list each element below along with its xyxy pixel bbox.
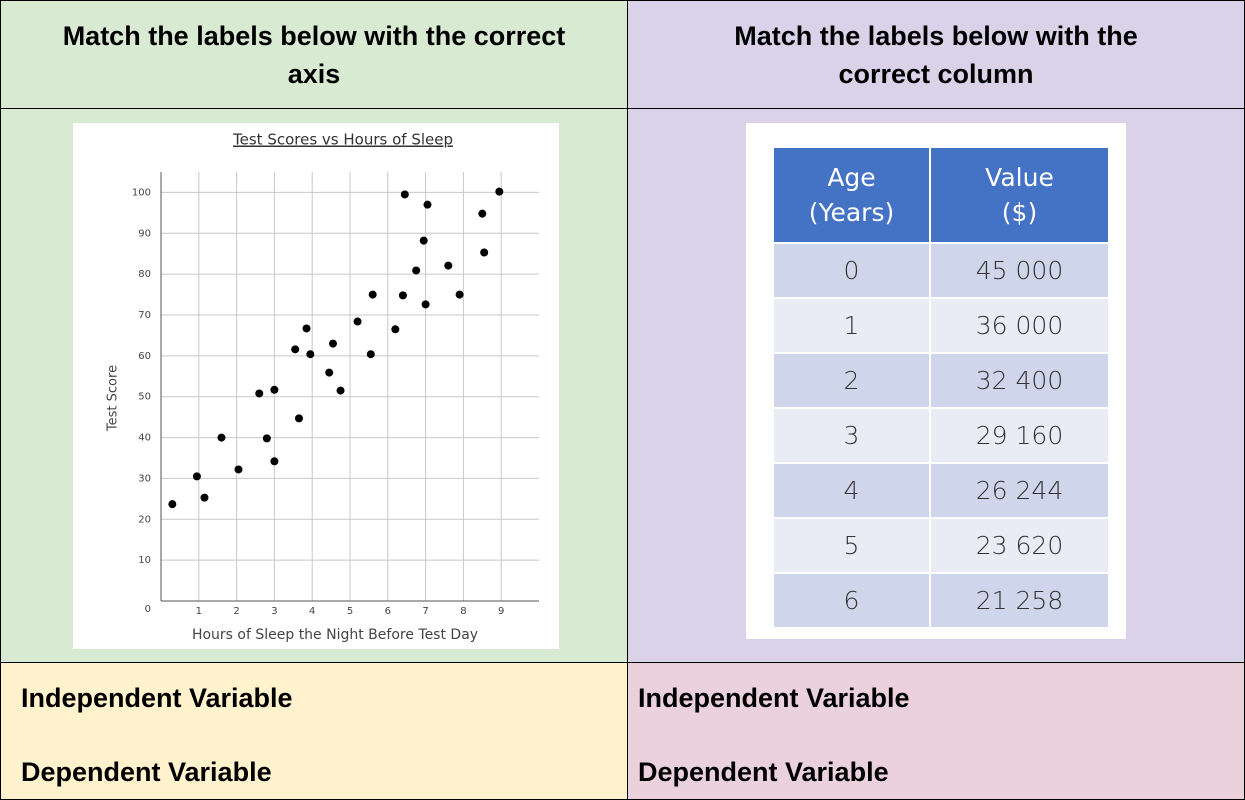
point xyxy=(193,472,201,480)
point xyxy=(295,414,303,422)
header-line: (Years) xyxy=(775,195,928,230)
point xyxy=(263,434,271,442)
point xyxy=(391,325,399,333)
table-cell: 45 000 xyxy=(930,243,1109,298)
page: Match the labels below with the correct … xyxy=(0,0,1245,800)
point xyxy=(337,387,345,395)
y-axis-label: Test Score xyxy=(106,365,121,432)
left-heading: Match the labels below with the correct … xyxy=(0,0,628,109)
point xyxy=(255,389,263,397)
x-tick-label: 3 xyxy=(271,606,277,617)
point xyxy=(291,345,299,353)
table-cell: 4 xyxy=(774,463,930,518)
point xyxy=(495,188,503,196)
y-tick-label: 60 xyxy=(138,351,151,362)
x-axis-label: Hours of Sleep the Night Before Test Day xyxy=(192,627,478,643)
point xyxy=(444,262,452,270)
point xyxy=(456,291,464,299)
x-tick-label: 8 xyxy=(460,606,466,617)
point xyxy=(270,386,278,394)
right-heading: Match the labels below with the correct … xyxy=(627,0,1245,109)
x-tick-label: 7 xyxy=(422,606,428,617)
y-tick-label: 20 xyxy=(138,514,151,525)
y-tick-label: 90 xyxy=(138,228,151,239)
point xyxy=(478,210,486,218)
point xyxy=(412,266,420,274)
table-cell: 1 xyxy=(774,298,930,353)
y-tick-label: 70 xyxy=(138,310,151,321)
table-cell: 6 xyxy=(774,573,930,627)
table-cell: 0 xyxy=(774,243,930,298)
point xyxy=(306,350,314,358)
right-labels: Independent Variable Dependent Variable xyxy=(627,662,1245,800)
point xyxy=(423,201,431,209)
y-tick-label: 30 xyxy=(138,473,151,484)
label[interactable]: Dependent Variable xyxy=(21,757,272,788)
x-tick-label: 1 xyxy=(196,606,202,617)
point xyxy=(369,291,377,299)
point xyxy=(168,500,176,508)
label[interactable]: Independent Variable xyxy=(21,683,293,714)
x-tick-label: 4 xyxy=(309,606,315,617)
table-cell: 29 160 xyxy=(930,408,1109,463)
point xyxy=(367,350,375,358)
y-tick-label: 50 xyxy=(138,392,151,403)
header-line: Age xyxy=(775,160,928,195)
table-cell: 26 244 xyxy=(930,463,1109,518)
table-cell: 36 000 xyxy=(930,298,1109,353)
label[interactable]: Dependent Variable xyxy=(638,757,889,788)
table-cell: 21 258 xyxy=(930,573,1109,627)
point xyxy=(200,494,208,502)
point xyxy=(480,248,488,256)
point xyxy=(422,300,430,308)
table-cell: 3 xyxy=(774,408,930,463)
table-cell: 23 620 xyxy=(930,518,1109,573)
column-header: Value($) xyxy=(930,148,1109,243)
point xyxy=(399,291,407,299)
point xyxy=(401,190,409,198)
column-header: Age(Years) xyxy=(774,148,930,243)
point xyxy=(217,434,225,442)
point xyxy=(420,237,428,245)
header-line: Value xyxy=(932,160,1107,195)
table-cell: 32 400 xyxy=(930,353,1109,408)
left-labels: Independent Variable Dependent Variable xyxy=(0,662,628,800)
chart-title: Test Scores vs Hours of Sleep xyxy=(232,131,453,149)
x-tick-label: 9 xyxy=(498,606,504,617)
x-tick-label: 5 xyxy=(347,606,353,617)
y-tick-label: 40 xyxy=(138,433,151,444)
x-tick-label: 6 xyxy=(385,606,391,617)
table-cell: 5 xyxy=(774,518,930,573)
point xyxy=(234,465,242,473)
x-tick-label: 2 xyxy=(233,606,239,617)
point xyxy=(303,324,311,332)
point xyxy=(354,318,362,326)
header-line: ($) xyxy=(932,195,1107,230)
point xyxy=(270,457,278,465)
y-tick-label: 80 xyxy=(138,269,151,280)
point xyxy=(329,340,337,348)
y-tick-label: 10 xyxy=(138,555,151,566)
table-cell: 2 xyxy=(774,353,930,408)
label[interactable]: Independent Variable xyxy=(638,683,910,714)
y-tick-label: 100 xyxy=(132,187,151,198)
y-tick-label: 0 xyxy=(145,604,151,615)
point xyxy=(325,369,333,377)
